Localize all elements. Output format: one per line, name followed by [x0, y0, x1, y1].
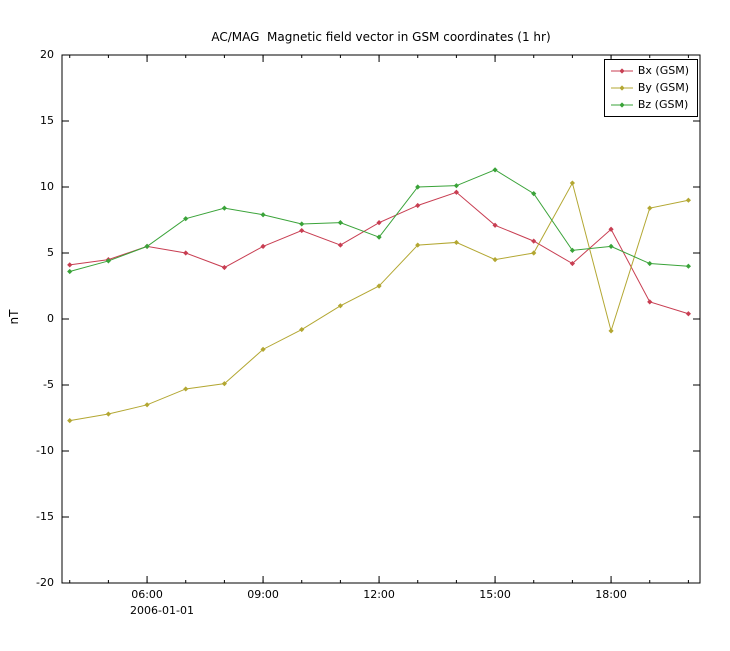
- series-marker-1: [531, 250, 537, 256]
- series-marker-1: [415, 242, 421, 248]
- x-axis-date-label: 2006-01-01: [130, 604, 194, 617]
- series-marker-1: [260, 346, 266, 352]
- series-marker-2: [376, 234, 382, 240]
- series-marker-2: [337, 220, 343, 226]
- series-marker-2: [144, 243, 150, 249]
- series-marker-2: [415, 184, 421, 190]
- y-tick-label: -10: [36, 444, 54, 457]
- series-marker-2: [453, 183, 459, 189]
- y-tick-label: 0: [47, 312, 54, 325]
- series-marker-2: [492, 167, 498, 173]
- series-marker-0: [337, 242, 343, 248]
- legend-label: Bx (GSM): [637, 64, 689, 77]
- legend: Bx (GSM) By (GSM) Bz (GSM): [603, 59, 698, 117]
- legend-item-2: Bz (GSM): [610, 98, 689, 112]
- x-tick-label: 06:00: [131, 588, 163, 601]
- legend-marker-icon: [610, 102, 633, 108]
- legend-marker-icon: [610, 68, 633, 74]
- series-marker-0: [492, 222, 498, 228]
- series-marker-1: [685, 197, 691, 203]
- x-tick-label: 09:00: [247, 588, 279, 601]
- series-marker-1: [453, 239, 459, 246]
- series-marker-2: [647, 260, 653, 267]
- series-marker-0: [531, 238, 537, 244]
- series-marker-0: [647, 299, 653, 305]
- series-marker-0: [260, 243, 266, 249]
- series-marker-1: [221, 381, 227, 387]
- series-marker-2: [569, 247, 575, 253]
- series-marker-1: [67, 418, 73, 424]
- y-tick-label: 5: [47, 246, 54, 259]
- series-marker-2: [221, 205, 227, 211]
- legend-item-0: Bx (GSM): [610, 64, 689, 78]
- x-tick-label: 18:00: [595, 588, 627, 601]
- series-line-0: [69, 191, 689, 315]
- y-tick-label: 10: [40, 180, 54, 193]
- series-marker-1: [569, 180, 575, 186]
- plot-border: [61, 54, 701, 584]
- series-marker-1: [608, 328, 614, 334]
- series-marker-2: [531, 191, 537, 197]
- series-marker-0: [453, 189, 459, 195]
- series-marker-2: [608, 243, 614, 249]
- series-marker-0: [183, 250, 189, 256]
- legend-item-1: By (GSM): [610, 81, 689, 95]
- series-marker-2: [260, 212, 266, 218]
- chart-title: AC/MAG Magnetic field vector in GSM coor…: [211, 30, 551, 44]
- series-marker-0: [415, 202, 421, 209]
- series-marker-2: [685, 263, 691, 269]
- series-marker-0: [67, 262, 73, 268]
- x-tick-label: 12:00: [363, 588, 395, 601]
- series-marker-1: [183, 386, 189, 392]
- series-marker-2: [183, 216, 189, 222]
- y-tick-label: 20: [40, 48, 54, 61]
- series-marker-0: [608, 226, 614, 232]
- series-marker-1: [299, 326, 305, 333]
- series-marker-0: [685, 311, 691, 317]
- y-tick-label: -20: [36, 576, 54, 589]
- series-marker-0: [569, 260, 575, 267]
- series-marker-1: [337, 303, 343, 309]
- series-marker-1: [376, 283, 382, 289]
- series-marker-1: [492, 257, 498, 263]
- y-tick-label: 15: [40, 114, 54, 127]
- series-marker-2: [299, 221, 305, 227]
- series-marker-0: [299, 227, 305, 234]
- legend-label: By (GSM): [637, 81, 689, 94]
- legend-marker-icon: [610, 85, 633, 91]
- legend-label: Bz (GSM): [637, 98, 689, 111]
- series-line-1: [69, 181, 689, 422]
- y-tick-label: -15: [36, 510, 54, 523]
- series-marker-0: [376, 220, 382, 226]
- series-marker-0: [221, 264, 227, 271]
- series-marker-2: [67, 268, 73, 275]
- x-tick-label: 15:00: [479, 588, 511, 601]
- series-marker-1: [144, 402, 150, 408]
- series-marker-1: [105, 411, 111, 417]
- series-marker-1: [647, 205, 653, 211]
- y-tick-label: -5: [43, 378, 54, 391]
- series-marker-2: [105, 258, 111, 264]
